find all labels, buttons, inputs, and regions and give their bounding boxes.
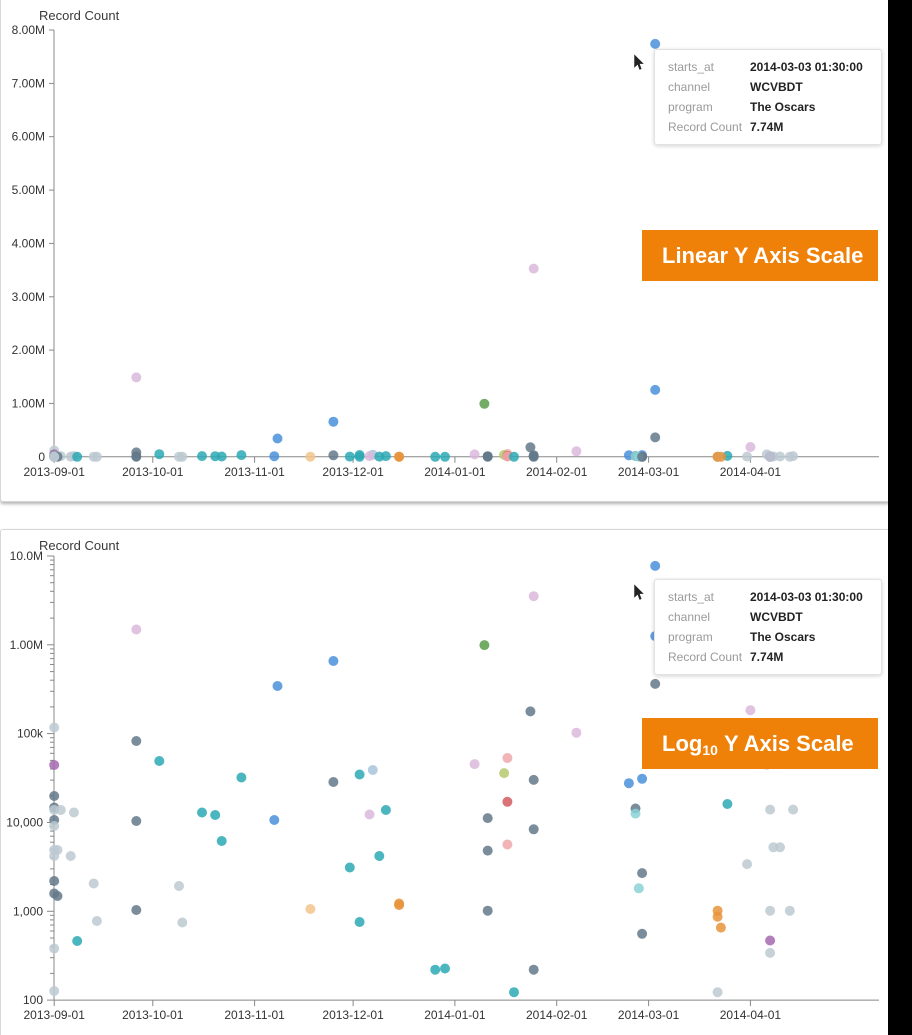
svg-text:2013-12-01: 2013-12-01 [322,1008,384,1022]
svg-text:2013-10-01: 2013-10-01 [122,1008,184,1022]
svg-text:2014-01-01: 2014-01-01 [424,465,486,479]
svg-text:2014-04-01: 2014-04-01 [720,1008,782,1022]
svg-text:2014-01-01: 2014-01-01 [424,1008,486,1022]
svg-text:100k: 100k [17,727,44,741]
svg-text:1.00M: 1.00M [12,396,45,410]
svg-text:10,000: 10,000 [6,816,43,830]
svg-text:1,000: 1,000 [13,904,43,918]
svg-text:0: 0 [38,450,45,464]
svg-text:2013-09-01: 2013-09-01 [24,1008,86,1022]
svg-text:100: 100 [23,993,43,1007]
svg-text:8.00M: 8.00M [12,23,45,37]
svg-text:5.00M: 5.00M [12,183,45,197]
svg-text:2013-12-01: 2013-12-01 [322,465,384,479]
svg-text:2014-02-01: 2014-02-01 [526,465,588,479]
svg-text:1.00M: 1.00M [10,638,43,652]
svg-text:2014-02-01: 2014-02-01 [526,1008,588,1022]
svg-text:2013-10-01: 2013-10-01 [122,465,184,479]
svg-text:2014-04-01: 2014-04-01 [720,465,782,479]
svg-text:10.0M: 10.0M [10,549,43,563]
svg-text:6.00M: 6.00M [12,130,45,144]
svg-text:2013-09-01: 2013-09-01 [24,465,86,479]
svg-text:2014-03-01: 2014-03-01 [618,465,680,479]
svg-text:3.00M: 3.00M [12,290,45,304]
svg-text:2.00M: 2.00M [12,343,45,357]
svg-text:2013-11-01: 2013-11-01 [224,465,285,479]
svg-text:2014-03-01: 2014-03-01 [618,1008,680,1022]
svg-text:4.00M: 4.00M [12,236,45,250]
svg-text:2013-11-01: 2013-11-01 [224,1008,285,1022]
svg-text:7.00M: 7.00M [12,76,45,90]
